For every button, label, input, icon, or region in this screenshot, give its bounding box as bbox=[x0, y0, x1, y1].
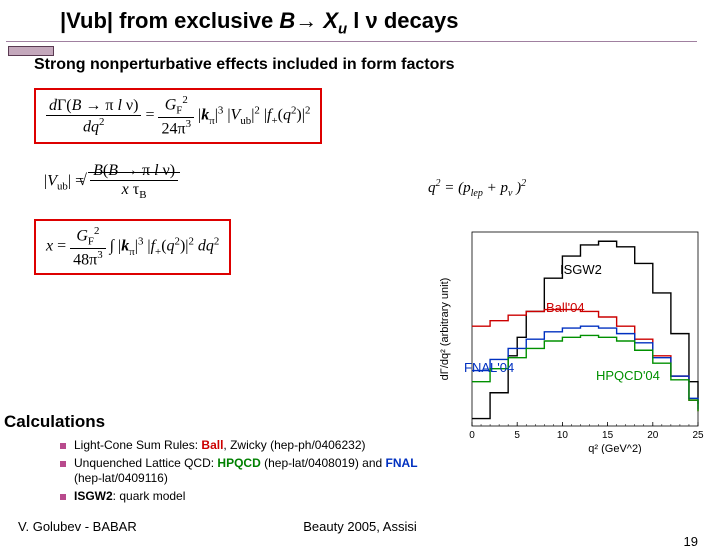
title-accent-box bbox=[8, 46, 54, 56]
svg-text:20: 20 bbox=[647, 430, 659, 441]
subheading: Strong nonperturbative effects included … bbox=[0, 42, 720, 82]
footer-author: V. Golubev - BABAR bbox=[18, 519, 137, 534]
svg-text:q² (GeV^2): q² (GeV^2) bbox=[588, 443, 641, 454]
calc-item: Light-Cone Sum Rules: Ball, Zwicky (hep-… bbox=[60, 438, 440, 453]
title-ital: B→ Xu bbox=[279, 8, 347, 33]
form-factor-chart: 0 5 10 15 20 25 q² (GeV^2) dΓ/dq² (arbitrary un… bbox=[436, 226, 704, 454]
svg-text:15: 15 bbox=[602, 430, 614, 441]
page-title: |Vub| from exclusive B→ Xu l ν decays bbox=[60, 8, 720, 37]
chart-label-fnal: FNAL'04 bbox=[464, 360, 514, 375]
footer: V. Golubev - BABAR Beauty 2005, Assisi 1… bbox=[0, 519, 720, 534]
calculations-heading: Calculations bbox=[4, 412, 105, 432]
chart-label-hpqcd: HPQCD'04 bbox=[596, 368, 660, 383]
svg-text:dΓ/dq² (arbitrary unit): dΓ/dq² (arbitrary unit) bbox=[439, 278, 451, 381]
equation-vub: |Vub| = B(B → π l ν)x τB bbox=[34, 156, 190, 207]
title-post: l ν decays bbox=[347, 8, 458, 33]
calculations-list: Light-Cone Sum Rules: Ball, Zwicky (hep-… bbox=[60, 438, 440, 507]
title-container: |Vub| from exclusive B→ Xu l ν decays bbox=[0, 0, 720, 41]
equation-x: x = GF248π3 ∫ |kπ|3 |f+(q2)|2 dq2 bbox=[34, 219, 231, 275]
chart-label-isgw2: ISGW2 bbox=[560, 262, 602, 277]
svg-text:10: 10 bbox=[557, 430, 569, 441]
svg-text:25: 25 bbox=[692, 430, 704, 441]
calc-item: Unquenched Lattice QCD: HPQCD (hep-lat/0… bbox=[60, 456, 440, 486]
svg-text:0: 0 bbox=[469, 430, 475, 441]
title-pre: |Vub| from exclusive bbox=[60, 8, 279, 33]
calc-item: ISGW2: quark model bbox=[60, 489, 440, 504]
equation-dgamma: dΓ(B → π l ν)dq2 = GF224π3 |kπ|3 |Vub|2 … bbox=[34, 88, 322, 144]
footer-page-number: 19 bbox=[684, 534, 698, 549]
chart-label-ball: Ball'04 bbox=[546, 300, 585, 315]
q2-definition: q2 = (plep + pν )2 bbox=[428, 178, 526, 199]
svg-text:5: 5 bbox=[514, 430, 520, 441]
